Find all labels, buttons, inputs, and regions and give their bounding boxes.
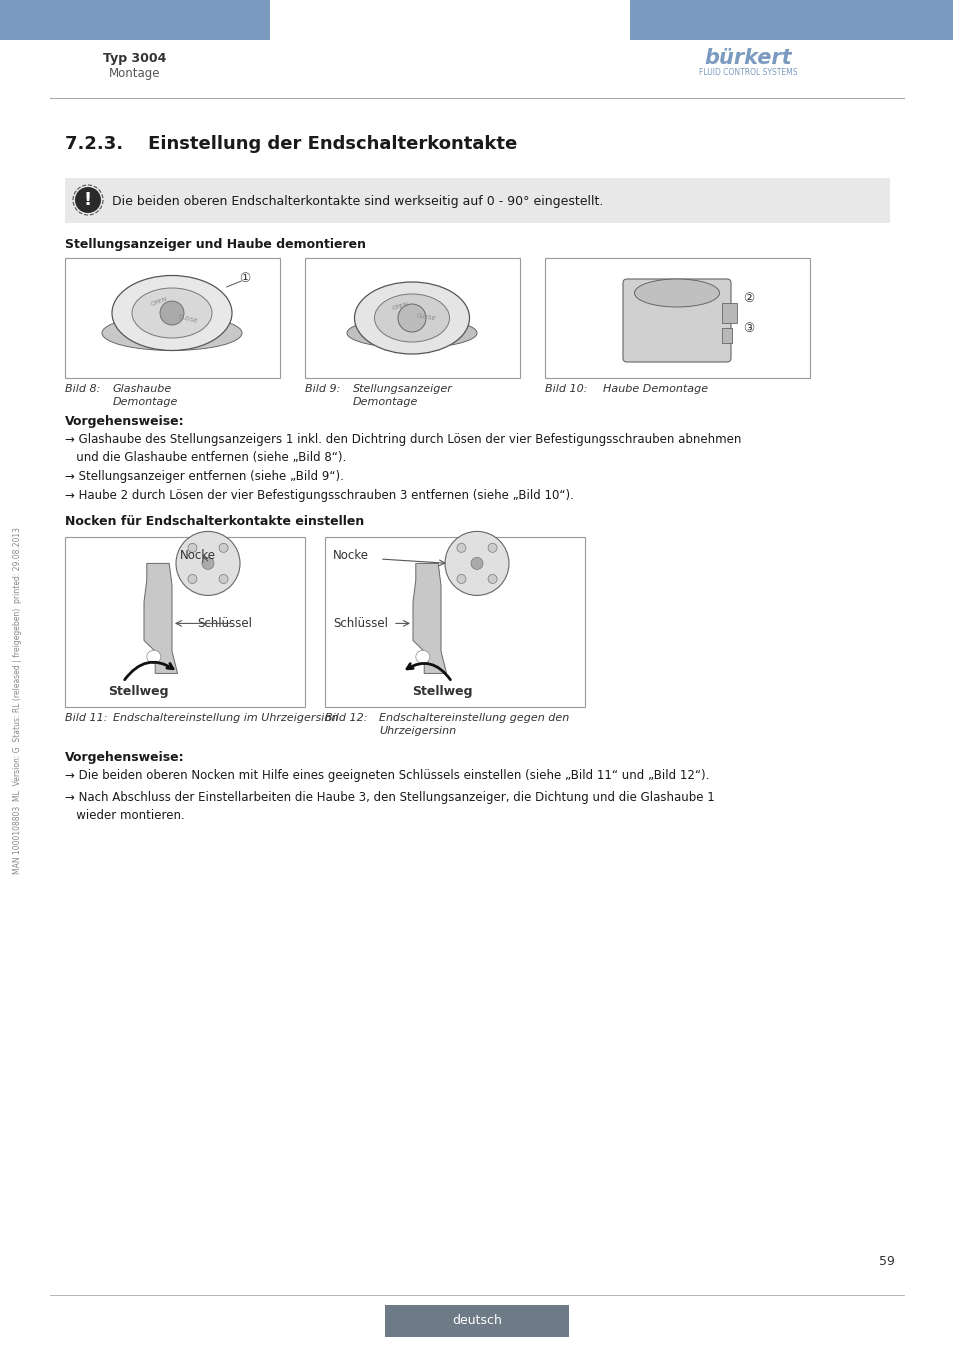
Text: Bild 11:: Bild 11:: [65, 713, 108, 724]
Text: Haube Demontage: Haube Demontage: [602, 383, 707, 394]
Text: Die beiden oberen Endschalterkontakte sind werkseitig auf 0 - 90° eingestellt.: Die beiden oberen Endschalterkontakte si…: [112, 194, 602, 208]
Text: Stellweg: Stellweg: [108, 684, 168, 698]
Text: ①: ①: [239, 271, 251, 285]
Circle shape: [488, 543, 497, 552]
Text: Bild 10:: Bild 10:: [544, 383, 587, 394]
Text: Schlüssel: Schlüssel: [196, 617, 252, 630]
Circle shape: [456, 575, 465, 583]
Text: 7.2.3.    Einstellung der Endschalterkontakte: 7.2.3. Einstellung der Endschalterkontak…: [65, 135, 517, 153]
Text: deutsch: deutsch: [452, 1315, 501, 1327]
Circle shape: [471, 558, 482, 570]
Polygon shape: [413, 563, 446, 674]
Text: ②: ②: [742, 292, 754, 305]
Text: Vorgehensweise:: Vorgehensweise:: [65, 414, 185, 428]
Text: Montage: Montage: [110, 68, 161, 80]
Text: Typ 3004: Typ 3004: [103, 53, 167, 65]
Text: CLOSE: CLOSE: [415, 313, 436, 323]
Circle shape: [202, 558, 213, 570]
Circle shape: [188, 543, 196, 552]
FancyBboxPatch shape: [65, 258, 280, 378]
Text: Glashaube
Demontage: Glashaube Demontage: [112, 383, 178, 408]
Text: → Nach Abschluss der Einstellarbeiten die Haube 3, den Stellungsanzeiger, die Di: → Nach Abschluss der Einstellarbeiten di…: [65, 791, 714, 822]
Text: CLOSE: CLOSE: [177, 315, 198, 324]
Text: Bild 8:: Bild 8:: [65, 383, 100, 394]
Text: Endschaltereinstellung gegen den
Uhrzeigersinn: Endschaltereinstellung gegen den Uhrzeig…: [378, 713, 569, 736]
Text: Vorgehensweise:: Vorgehensweise:: [65, 751, 185, 764]
FancyBboxPatch shape: [721, 328, 731, 343]
Circle shape: [219, 575, 228, 583]
FancyBboxPatch shape: [622, 279, 730, 362]
Text: → Glashaube des Stellungsanzeigers 1 inkl. den Dichtring durch Lösen der vier Be: → Glashaube des Stellungsanzeigers 1 ink…: [65, 433, 740, 464]
Text: → Die beiden oberen Nocken mit Hilfe eines geeigneten Schlüssels einstellen (sie: → Die beiden oberen Nocken mit Hilfe ein…: [65, 769, 709, 782]
Text: Bild 9:: Bild 9:: [305, 383, 340, 394]
FancyBboxPatch shape: [680, 28, 685, 32]
Circle shape: [397, 304, 426, 332]
Text: Stellweg: Stellweg: [412, 684, 472, 698]
Circle shape: [160, 301, 184, 325]
Circle shape: [175, 532, 240, 595]
FancyBboxPatch shape: [65, 178, 889, 223]
Text: Nocken für Endschalterkontakte einstellen: Nocken für Endschalterkontakte einstelle…: [65, 514, 364, 528]
FancyBboxPatch shape: [629, 0, 953, 40]
Circle shape: [488, 575, 497, 583]
Text: OPEN: OPEN: [150, 297, 168, 306]
FancyBboxPatch shape: [325, 537, 584, 707]
Text: → Stellungsanzeiger entfernen (siehe „Bild 9“).: → Stellungsanzeiger entfernen (siehe „Bi…: [65, 470, 343, 483]
Polygon shape: [144, 563, 177, 674]
Text: Stellungsanzeiger
Demontage: Stellungsanzeiger Demontage: [353, 383, 453, 408]
Ellipse shape: [355, 282, 469, 354]
Text: MAN 1000108803  ML  Version: G  Status: RL (released | freigegeben)  printed: 29: MAN 1000108803 ML Version: G Status: RL …: [13, 526, 23, 873]
FancyArrowPatch shape: [407, 663, 450, 679]
Text: ③: ③: [742, 321, 754, 335]
Text: Bild 12:: Bild 12:: [325, 713, 367, 724]
Circle shape: [219, 543, 228, 552]
FancyBboxPatch shape: [0, 0, 270, 40]
Text: bürkert: bürkert: [703, 49, 791, 68]
Ellipse shape: [416, 651, 430, 663]
Ellipse shape: [132, 288, 212, 338]
Circle shape: [456, 543, 465, 552]
Text: Schlüssel: Schlüssel: [333, 617, 388, 630]
FancyBboxPatch shape: [672, 28, 678, 32]
Text: !: !: [84, 190, 92, 209]
Text: Endschaltereinstellung im Uhrzeigersinn: Endschaltereinstellung im Uhrzeigersinn: [112, 713, 338, 724]
Text: Stellungsanzeiger und Haube demontieren: Stellungsanzeiger und Haube demontieren: [65, 238, 366, 251]
FancyArrowPatch shape: [125, 663, 172, 680]
Ellipse shape: [112, 275, 232, 351]
FancyBboxPatch shape: [385, 1305, 568, 1336]
Text: → Haube 2 durch Lösen der vier Befestigungsschrauben 3 entfernen (siehe „Bild 10: → Haube 2 durch Lösen der vier Befestigu…: [65, 489, 574, 502]
FancyBboxPatch shape: [721, 302, 737, 323]
Ellipse shape: [347, 319, 476, 348]
Ellipse shape: [147, 651, 161, 663]
Ellipse shape: [102, 316, 242, 351]
Ellipse shape: [375, 294, 449, 342]
Circle shape: [75, 188, 101, 213]
Text: 59: 59: [879, 1256, 894, 1268]
Text: OPEN: OPEN: [392, 301, 410, 310]
Ellipse shape: [634, 279, 719, 306]
Text: FLUID CONTROL SYSTEMS: FLUID CONTROL SYSTEMS: [698, 68, 797, 77]
Text: Nocke: Nocke: [333, 549, 369, 562]
Circle shape: [444, 532, 509, 595]
Circle shape: [188, 575, 196, 583]
FancyBboxPatch shape: [664, 28, 669, 32]
Text: Nocke: Nocke: [180, 549, 216, 562]
FancyBboxPatch shape: [544, 258, 809, 378]
FancyBboxPatch shape: [65, 537, 305, 707]
FancyBboxPatch shape: [305, 258, 519, 378]
